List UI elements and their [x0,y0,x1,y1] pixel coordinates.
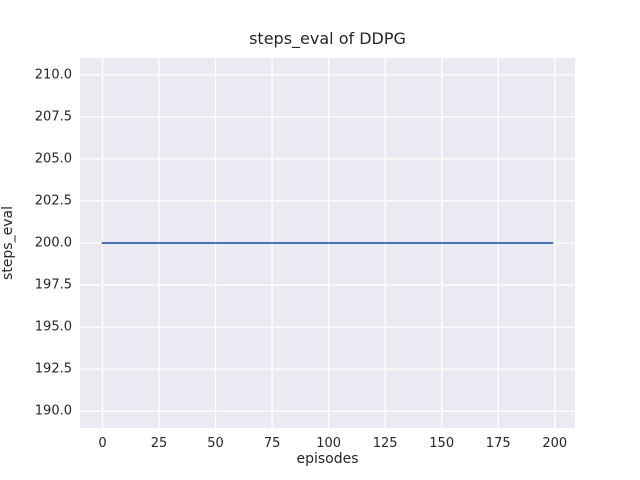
x-tick-label: 0 [98,436,107,451]
y-tick-label: 190.0 [34,403,72,419]
y-axis-label: steps_eval [0,206,16,280]
x-tick-label: 175 [485,436,511,451]
y-tick-label: 197.5 [34,277,72,293]
y-tick-label: 202.5 [34,193,72,209]
chart-title: steps_eval of DDPG [249,29,406,48]
y-tick-label: 195.0 [34,319,72,335]
x-tick-label: 150 [429,436,455,451]
y-tick-label: 207.5 [34,109,72,125]
y-tick-label: 210.0 [34,67,72,83]
x-tick-label: 100 [316,436,342,451]
y-tick-label: 205.0 [34,151,72,167]
x-tick-label: 25 [150,436,168,451]
y-tick-label: 192.5 [34,361,72,377]
x-tick-label: 75 [263,436,281,451]
x-tick-label: 125 [372,436,398,451]
y-tick-label: 200.0 [34,235,72,251]
x-axis-label: episodes [296,451,359,467]
x-tick-label: 50 [207,436,224,451]
x-tick-label: 200 [542,436,568,451]
